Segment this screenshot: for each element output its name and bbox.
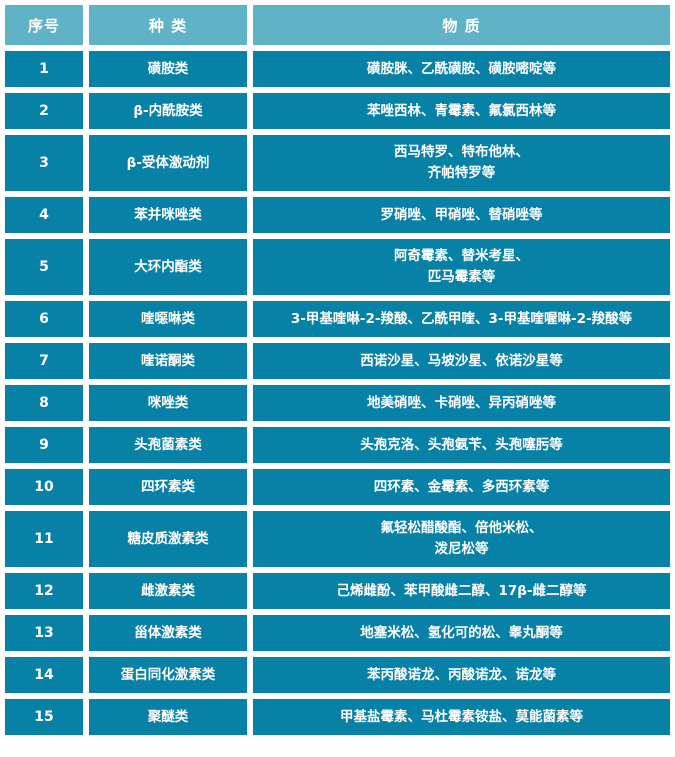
substance-line: 己烯雌酚、苯甲酸雌二醇、17β-雌二醇等 — [336, 582, 587, 599]
row-substances-cell: 苯唑西林、青霉素、氟氯西林等 — [253, 93, 670, 129]
substance-line: 西马特罗、特布他林、 — [394, 144, 529, 160]
table-grid: 序号 种 类 物 质 1 磺胺类 磺胺脒、乙酰磺胺、磺胺嘧啶等 2 β-内酰胺类… — [5, 5, 670, 735]
row-number-cell: 14 — [5, 657, 83, 693]
row-substances-cell: 地塞米松、氢化可的松、睾丸酮等 — [253, 615, 670, 651]
row-category-cell: 糖皮质激素类 — [89, 511, 247, 567]
row-substances-cell: 氟轻松醋酸酯、倍他米松、 泼尼松等 — [253, 511, 670, 567]
row-number-cell: 5 — [5, 239, 83, 295]
substance-line: 苯丙酸诺龙、丙酸诺龙、诺龙等 — [367, 666, 556, 683]
row-category-cell: 四环素类 — [89, 469, 247, 505]
row-substances-cell: 磺胺脒、乙酰磺胺、磺胺嘧啶等 — [253, 51, 670, 87]
header-cell-category: 种 类 — [89, 5, 247, 45]
substance-line: 苯唑西林、青霉素、氟氯西林等 — [367, 102, 556, 119]
row-substances-cell: 四环素、金霉素、多西环素等 — [253, 469, 670, 505]
row-number-cell: 6 — [5, 301, 83, 337]
row-category-cell: β-内酰胺类 — [89, 93, 247, 129]
row-category-cell: 苯并咪唑类 — [89, 197, 247, 233]
row-number-cell: 12 — [5, 573, 83, 609]
row-category-cell: 大环内酯类 — [89, 239, 247, 295]
row-substances-cell: 苯丙酸诺龙、丙酸诺龙、诺龙等 — [253, 657, 670, 693]
substance-line: 甲基盐霉素、马杜霉素铵盐、莫能菌素等 — [340, 708, 583, 725]
substance-line: 地美硝唑、卡硝唑、异丙硝唑等 — [367, 394, 556, 411]
row-category-cell: 磺胺类 — [89, 51, 247, 87]
row-number-cell: 9 — [5, 427, 83, 463]
row-category-cell: 蛋白同化激素类 — [89, 657, 247, 693]
row-substances-cell: 甲基盐霉素、马杜霉素铵盐、莫能菌素等 — [253, 699, 670, 735]
row-substances-cell: 地美硝唑、卡硝唑、异丙硝唑等 — [253, 385, 670, 421]
substance-line: 泼尼松等 — [434, 541, 489, 557]
substance-line: 磺胺脒、乙酰磺胺、磺胺嘧啶等 — [367, 60, 556, 77]
substance-line: 西诺沙星、马坡沙星、依诺沙星等 — [360, 352, 563, 369]
row-number-cell: 7 — [5, 343, 83, 379]
row-category-cell: 头孢菌素类 — [89, 427, 247, 463]
row-category-cell: 聚醚类 — [89, 699, 247, 735]
header-cell-no: 序号 — [5, 5, 83, 45]
row-category-cell: 喹噁啉类 — [89, 301, 247, 337]
substance-line: 3-甲基喹啉-2-羧酸、乙酰甲喹、3-甲基喹喔啉-2-羧酸等 — [290, 310, 633, 327]
substance-line: 阿奇霉素、替米考星、 — [394, 248, 529, 264]
row-category-cell: 咪唑类 — [89, 385, 247, 421]
row-substances-cell: 阿奇霉素、替米考星、 匹马霉素等 — [253, 239, 670, 295]
row-category-cell: 甾体激素类 — [89, 615, 247, 651]
row-category-cell: 喹诺酮类 — [89, 343, 247, 379]
substance-line: 四环素、金霉素、多西环素等 — [373, 478, 550, 495]
substance-line: 罗硝唑、甲硝唑、替硝唑等 — [380, 206, 543, 223]
row-substances-cell: 西马特罗、特布他林、 齐帕特罗等 — [253, 135, 670, 191]
row-substances-cell: 己烯雌酚、苯甲酸雌二醇、17β-雌二醇等 — [253, 573, 670, 609]
substance-line: 匹马霉素等 — [427, 269, 496, 285]
row-number-cell: 2 — [5, 93, 83, 129]
row-substances-cell: 西诺沙星、马坡沙星、依诺沙星等 — [253, 343, 670, 379]
row-category-cell: 雌激素类 — [89, 573, 247, 609]
row-number-cell: 13 — [5, 615, 83, 651]
header-cell-substance: 物 质 — [253, 5, 670, 45]
row-number-cell: 4 — [5, 197, 83, 233]
substance-line: 地塞米松、氢化可的松、睾丸酮等 — [360, 624, 563, 641]
row-category-cell: β-受体激动剂 — [89, 135, 247, 191]
substance-line: 齐帕特罗等 — [427, 165, 496, 181]
row-number-cell: 3 — [5, 135, 83, 191]
row-substances-cell: 罗硝唑、甲硝唑、替硝唑等 — [253, 197, 670, 233]
row-substances-cell: 3-甲基喹啉-2-羧酸、乙酰甲喹、3-甲基喹喔啉-2-羧酸等 — [253, 301, 670, 337]
row-number-cell: 1 — [5, 51, 83, 87]
row-substances-cell: 头孢克洛、头孢氨苄、头孢噻肟等 — [253, 427, 670, 463]
row-number-cell: 15 — [5, 699, 83, 735]
row-number-cell: 8 — [5, 385, 83, 421]
row-number-cell: 11 — [5, 511, 83, 567]
substance-line: 氟轻松醋酸酯、倍他米松、 — [380, 520, 543, 536]
substance-line: 头孢克洛、头孢氨苄、头孢噻肟等 — [360, 436, 563, 453]
row-number-cell: 10 — [5, 469, 83, 505]
